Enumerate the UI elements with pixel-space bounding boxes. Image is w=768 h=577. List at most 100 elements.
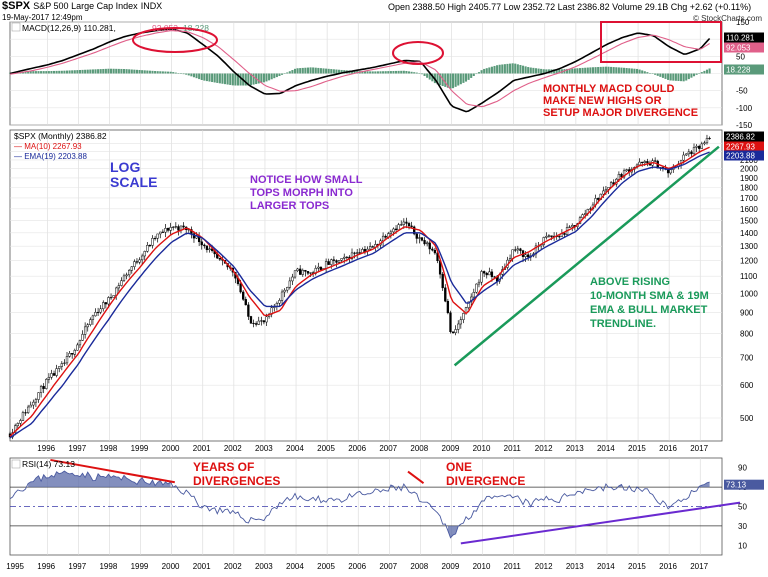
macd-histogram-bar bbox=[257, 73, 260, 84]
x-axis-label: 2017 bbox=[690, 562, 708, 571]
macd-histogram-bar bbox=[229, 73, 232, 85]
price-tick-label: 500 bbox=[740, 414, 754, 423]
candle-body bbox=[446, 300, 450, 314]
price-annotation-rising: TRENDLINE. bbox=[590, 318, 656, 330]
macd-histogram-bar bbox=[371, 71, 374, 74]
macd-histogram-bar bbox=[384, 71, 387, 74]
macd-histogram-bar bbox=[680, 73, 683, 82]
price-legend-ema: — EMA(19) 2203.88 bbox=[14, 152, 87, 161]
macd-histogram-bar bbox=[115, 68, 118, 74]
macd-histogram-bar bbox=[415, 72, 418, 74]
candle-body bbox=[708, 137, 711, 140]
macd-histogram-bar bbox=[213, 73, 216, 83]
credit: © StockCharts.com bbox=[692, 14, 762, 23]
candle-body bbox=[653, 160, 657, 162]
macd-histogram-bar bbox=[623, 67, 626, 74]
macd-histogram-bar bbox=[159, 71, 162, 74]
candle-body bbox=[133, 261, 136, 267]
macd-signal-last-bg bbox=[724, 42, 764, 53]
macd-histogram-bar bbox=[63, 70, 66, 74]
macd-histogram-bar bbox=[37, 71, 40, 74]
macd-histogram-bar bbox=[555, 69, 558, 74]
macd-histogram-bar bbox=[459, 73, 462, 85]
macd-histogram-bar bbox=[488, 67, 491, 74]
candle-body bbox=[182, 225, 185, 228]
macd-histogram-bar bbox=[120, 68, 123, 74]
candle-body bbox=[109, 297, 113, 299]
price-tick-label: 1300 bbox=[740, 242, 758, 251]
candle-body bbox=[332, 259, 336, 261]
macd-histogram-bar bbox=[452, 73, 455, 89]
candle-body bbox=[21, 412, 25, 421]
rsi-uptrend-line bbox=[460, 501, 741, 545]
macd-annotation: MAKE NEW HIGHS OR bbox=[543, 95, 662, 107]
candle-body bbox=[309, 272, 312, 274]
candle-body bbox=[218, 257, 222, 260]
macd-histogram-bar bbox=[226, 73, 229, 85]
macd-histogram-bar bbox=[216, 73, 219, 83]
macd-histogram-bar bbox=[656, 73, 659, 76]
candle-body bbox=[239, 283, 242, 293]
macd-histogram-bar bbox=[695, 73, 698, 75]
macd-histogram-bar bbox=[190, 73, 193, 77]
candle-body bbox=[304, 269, 307, 272]
macd-histogram-bar bbox=[91, 69, 94, 74]
x-axis-label: 2007 bbox=[379, 562, 397, 571]
candle-body bbox=[153, 237, 157, 240]
candle-body bbox=[514, 249, 517, 251]
price-x-label: 2005 bbox=[317, 444, 335, 453]
candle-body bbox=[433, 249, 437, 254]
candle-body bbox=[490, 271, 494, 277]
macd-histogram-bar bbox=[265, 73, 268, 82]
macd-histogram-bar bbox=[480, 70, 483, 74]
macd-histogram-bar bbox=[698, 73, 701, 74]
macd-histogram-bar bbox=[161, 71, 164, 74]
price-frame bbox=[9, 129, 723, 442]
candle-body bbox=[415, 233, 418, 239]
price-x-label: 2007 bbox=[379, 444, 397, 453]
ema19-line bbox=[9, 151, 710, 439]
macd-histogram-bar bbox=[620, 67, 623, 74]
candle-body bbox=[617, 174, 621, 180]
macd-histogram-bar bbox=[71, 70, 74, 74]
candle-body bbox=[140, 255, 144, 261]
macd-histogram-bar bbox=[309, 67, 312, 74]
candle-body bbox=[389, 231, 393, 234]
macd-histogram-bar bbox=[462, 73, 465, 83]
macd-histogram-bar bbox=[68, 70, 71, 74]
candle-body bbox=[356, 252, 359, 254]
candle-body bbox=[156, 233, 159, 239]
candle-body bbox=[128, 270, 131, 276]
candle-body bbox=[89, 319, 92, 325]
bull-trendline bbox=[453, 145, 720, 367]
candle-body bbox=[52, 373, 56, 376]
macd-histogram-bar bbox=[32, 71, 35, 74]
candle-body bbox=[327, 261, 330, 265]
price-x-label: 2002 bbox=[224, 444, 242, 453]
macd-histogram-bar bbox=[27, 71, 30, 74]
candle-body bbox=[413, 226, 416, 235]
candle-body bbox=[177, 226, 180, 231]
macd-histogram-bar bbox=[53, 70, 56, 74]
x-axis-label: 2003 bbox=[255, 562, 273, 571]
candle-body bbox=[99, 308, 102, 313]
candle-body bbox=[29, 404, 32, 408]
rsi-tick-label: 30 bbox=[738, 522, 747, 531]
macd-histogram-bar bbox=[76, 70, 79, 74]
macd-histogram-bar bbox=[641, 70, 644, 74]
price-tick-label: 1400 bbox=[740, 229, 758, 238]
candle-body bbox=[622, 170, 626, 178]
candle-body bbox=[542, 237, 545, 245]
rsi-tick-label: 50 bbox=[738, 503, 747, 512]
x-axis-label: 2004 bbox=[286, 562, 304, 571]
macd-legend-hist: 18.228 bbox=[183, 23, 209, 33]
candle-body bbox=[65, 356, 69, 364]
macd-histogram-bar bbox=[239, 73, 242, 86]
candle-body bbox=[462, 313, 465, 320]
candle-body bbox=[164, 228, 167, 233]
ma10-last-value: 2267.93 bbox=[726, 143, 755, 152]
macd-histogram-bar bbox=[187, 73, 190, 76]
price-x-label: 2000 bbox=[162, 444, 180, 453]
macd-histogram-bar bbox=[374, 71, 377, 74]
macd-histogram-bar bbox=[545, 69, 548, 74]
